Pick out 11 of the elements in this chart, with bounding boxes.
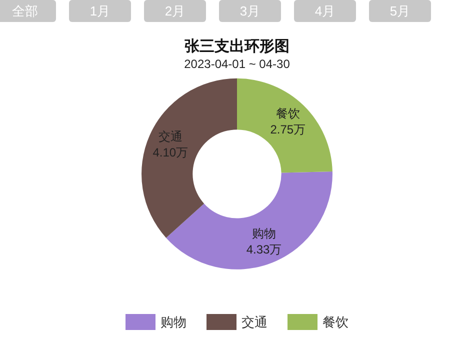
legend-label: 交通 (242, 314, 268, 330)
chart-subtitle: 2023-04-01 ~ 04-30 (184, 57, 290, 71)
data-label: 2.75万 (270, 122, 306, 137)
slice-label: 餐饮 (276, 106, 300, 121)
legend-label: 餐饮 (322, 314, 348, 330)
legend-label: 购物 (160, 314, 186, 330)
data-label: 4.33万 (246, 242, 282, 257)
slice-label: 购物 (252, 226, 276, 241)
slice-label: 交通 (158, 129, 182, 144)
data-label: 4.10万 (152, 145, 188, 160)
chart-title: 张三支出环形图 (184, 38, 290, 55)
